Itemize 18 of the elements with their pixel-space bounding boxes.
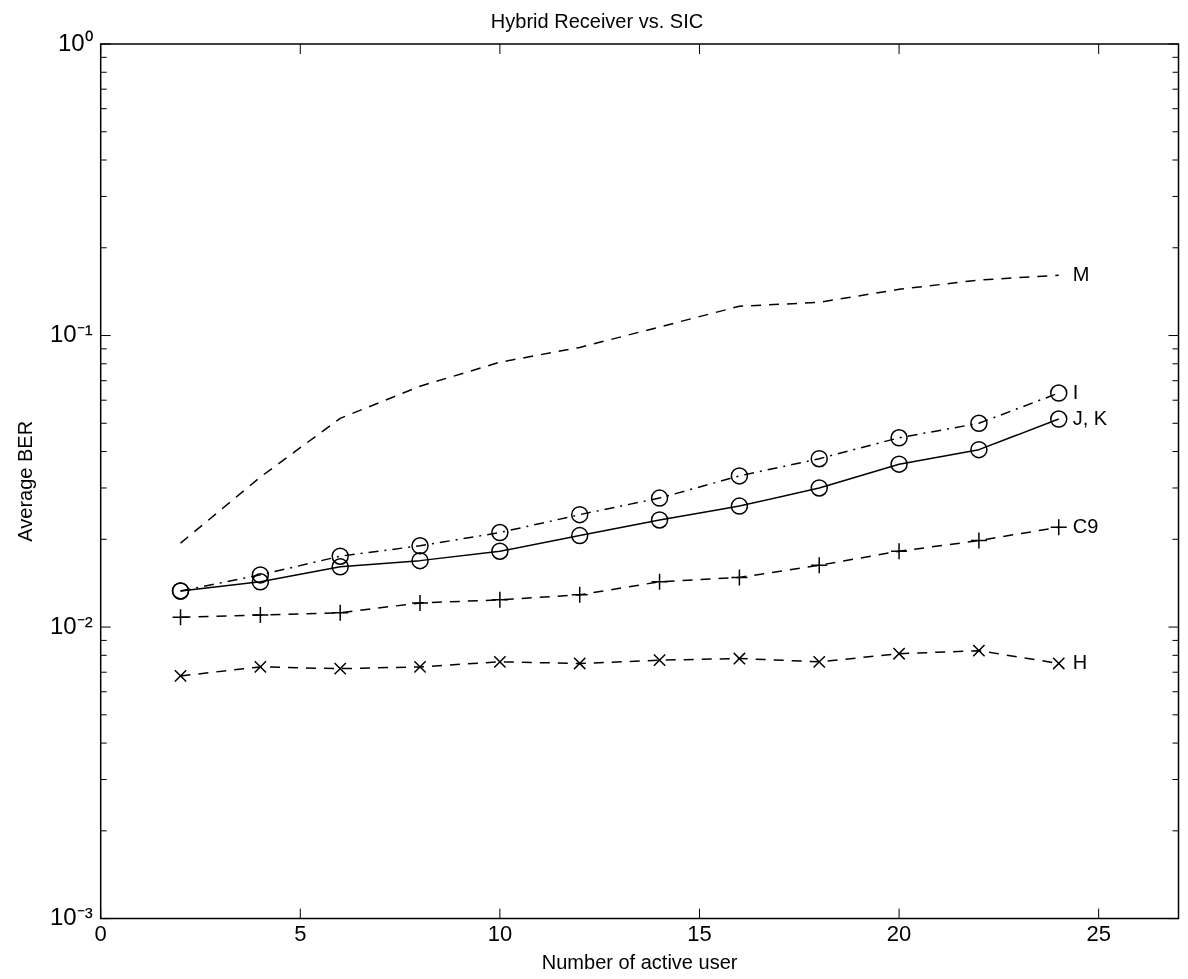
y-tick-label: 10⁰ xyxy=(57,28,93,56)
series-label: I xyxy=(1072,380,1079,403)
x-tick-label: 15 xyxy=(687,920,712,946)
x-tick-label: 20 xyxy=(886,920,912,946)
x-tick-label: 0 xyxy=(94,920,107,946)
series-label: J, K xyxy=(1072,406,1108,429)
y-tick-label: 10⁻³ xyxy=(50,903,93,931)
y-axis-title: Average BER xyxy=(13,420,36,542)
x-axis-title: Number of active user xyxy=(541,950,738,973)
series-label: H xyxy=(1072,651,1088,674)
x-tick-label: 25 xyxy=(1086,920,1111,946)
series-label: M xyxy=(1072,262,1090,285)
series-label: C9 xyxy=(1072,514,1099,537)
y-tick-label: 10⁻¹ xyxy=(50,320,93,348)
chart-title: Hybrid Receiver vs. SIC xyxy=(490,9,704,32)
y-tick-label: 10⁻² xyxy=(50,611,93,639)
x-tick-label: 5 xyxy=(294,920,307,946)
x-tick-label: 10 xyxy=(487,920,513,946)
